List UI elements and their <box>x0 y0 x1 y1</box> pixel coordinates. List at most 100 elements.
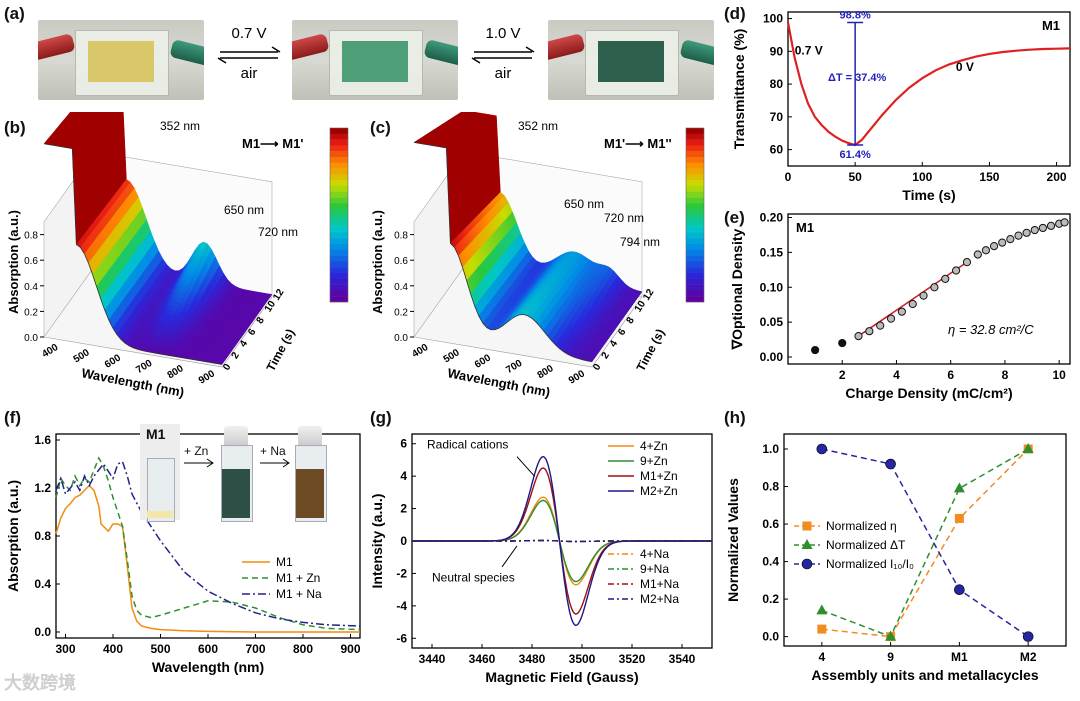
reversible-arrow-2: 1.0 V air <box>471 25 535 82</box>
colorbar-segment <box>686 215 704 221</box>
colorbar-segment <box>686 232 704 239</box>
y-tick-label: 0.8 <box>762 480 779 494</box>
wavelength-tick-label: 600 <box>103 352 123 370</box>
data-point <box>998 238 1007 247</box>
y-axis-label: Absorption (a.u.) <box>5 480 21 592</box>
series-line <box>821 448 1029 638</box>
panel-label-b: (b) <box>4 118 26 137</box>
legend-label: M2+Na <box>640 592 679 606</box>
wavelength-tick-label: 700 <box>134 358 154 376</box>
y-tick-label: 1.0 <box>762 442 779 456</box>
device-photo-0.7v <box>292 20 458 100</box>
y-tick-label: 1.2 <box>34 481 51 495</box>
time-tick-label: 2 <box>230 350 243 361</box>
film-swatch <box>87 40 155 83</box>
y-axis-label: Normalized Values <box>725 478 741 602</box>
x-tick-label: 700 <box>245 642 265 656</box>
data-point <box>816 443 828 455</box>
colorbar-segment <box>330 255 348 262</box>
colorbar-segment <box>686 197 704 204</box>
reversible-arrow-1: 0.7 V air <box>217 25 281 82</box>
annotation-neutral: Neutral species <box>432 571 515 585</box>
colorbar-segment <box>686 209 704 216</box>
data-point <box>1030 225 1039 235</box>
panel-label-g: (g) <box>370 408 392 427</box>
data-point <box>952 266 961 275</box>
data-point <box>1038 223 1047 233</box>
time-tick-label: 4 <box>238 338 251 349</box>
y-tick-label: 100 <box>763 12 783 26</box>
z-axis-label: Absorption (a.u.) <box>6 210 21 314</box>
legend-label: 4+Zn <box>640 439 668 453</box>
annotation: 352 nm <box>160 119 200 133</box>
inset-arrow1-label: + Zn <box>184 444 209 458</box>
colorbar-frame <box>685 127 705 303</box>
x-tick-label: 6 <box>947 368 954 382</box>
inset-arrow2-label: + Na <box>260 444 286 458</box>
colorbar-segment <box>686 168 704 175</box>
inset-title: M1 <box>146 426 166 442</box>
wavelength-tick-label: 900 <box>197 368 217 386</box>
data-point <box>919 291 928 300</box>
series-line <box>821 448 1029 638</box>
data-point <box>953 482 965 493</box>
colorbar-segment <box>330 168 348 175</box>
colorbar-segment <box>686 267 704 274</box>
device-photo-1.0v <box>548 20 714 100</box>
colorbar-segment <box>330 267 348 274</box>
y-tick-label: 1.6 <box>34 433 51 447</box>
data-point <box>885 630 897 641</box>
x-tick-label: 50 <box>848 170 862 184</box>
x-tick-label: 9 <box>887 650 894 664</box>
x-tick-label: 500 <box>150 642 170 656</box>
chart-label: M1 <box>1042 18 1060 33</box>
y-tick-label: 0.4 <box>762 555 779 569</box>
device-photo-initial <box>38 20 204 100</box>
watermark: 大数跨境 <box>4 673 76 693</box>
colorbar-segment <box>686 249 704 256</box>
y-tick-label: -6 <box>396 631 407 645</box>
colorbar-segment <box>330 220 348 227</box>
colorbar-segment <box>686 174 704 181</box>
y-tick-label: 0.2 <box>762 592 779 606</box>
vial-m1 <box>144 442 176 522</box>
wavelength-tick-label: 400 <box>40 342 60 360</box>
x-tick-label: 2 <box>839 368 846 382</box>
colorbar-segment <box>330 151 348 158</box>
x-tick-label: 4 <box>818 650 825 664</box>
series-line <box>412 539 712 543</box>
data-point <box>973 250 982 259</box>
colorbar-segment <box>330 249 348 256</box>
panel-label-f: (f) <box>4 408 21 427</box>
z-tick-label: 0.8 <box>24 231 38 242</box>
colorbar-segment <box>686 284 704 291</box>
series-line <box>786 22 1071 147</box>
z-tick-label: 0.4 <box>24 282 38 293</box>
colorbar-segment <box>330 209 348 216</box>
colorbar-segment <box>686 157 704 163</box>
x-tick-label: 3440 <box>419 652 446 666</box>
colorbar-frame <box>329 127 349 303</box>
annotation-top-value: 98.8% <box>840 9 871 21</box>
z-tick-label: 0.6 <box>24 256 38 267</box>
data-point <box>817 624 827 634</box>
data-point <box>816 604 828 615</box>
chart-e-optical-density: 2 4 6 8 10 0.00 0.05 0.10 0.15 0.20 Charge Density… <box>729 210 1071 401</box>
colorbar-segment <box>686 151 704 158</box>
x-axis-label: Magnetic Field (Gauss) <box>485 669 638 685</box>
x-axis-label: Time (s) <box>902 187 955 203</box>
legend-label: M1'⟶ M1'' <box>604 136 672 151</box>
data-point <box>854 331 863 341</box>
colorbar-segment <box>330 162 348 169</box>
colorbar-segment <box>686 296 704 303</box>
wavelength-tick-label: 500 <box>72 347 92 365</box>
colorbar-segment <box>330 133 348 140</box>
x-tick-label: M2 <box>1020 650 1037 664</box>
annotation: 720 nm <box>258 225 298 239</box>
arrow2-bottom-label: air <box>495 65 512 82</box>
data-point <box>954 584 965 596</box>
data-point <box>811 345 820 355</box>
annotation-delta: ΔT = 37.4% <box>828 72 887 84</box>
chart-label: M1 <box>796 220 814 235</box>
